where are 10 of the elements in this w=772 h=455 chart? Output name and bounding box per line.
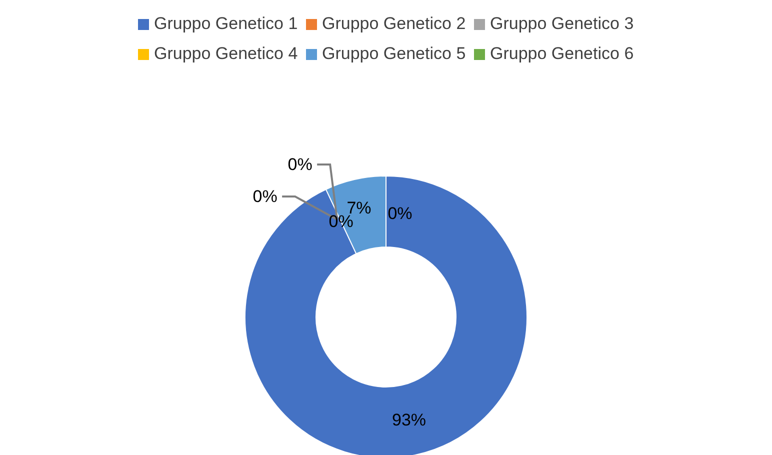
legend-label: Gruppo Genetico 6	[489, 44, 634, 64]
legend-label: Gruppo Genetico 2	[321, 14, 466, 34]
data-label: 93%	[392, 410, 426, 430]
text: 0%	[388, 204, 412, 223]
legend-label: Gruppo Genetico 3	[489, 14, 634, 34]
legend-label: Gruppo Genetico 5	[321, 44, 466, 64]
legend-label: Gruppo Genetico 1	[153, 14, 298, 34]
text: 0%	[288, 155, 312, 174]
legend-label: Gruppo Genetico 4	[153, 44, 298, 64]
text: 0%	[252, 187, 278, 206]
